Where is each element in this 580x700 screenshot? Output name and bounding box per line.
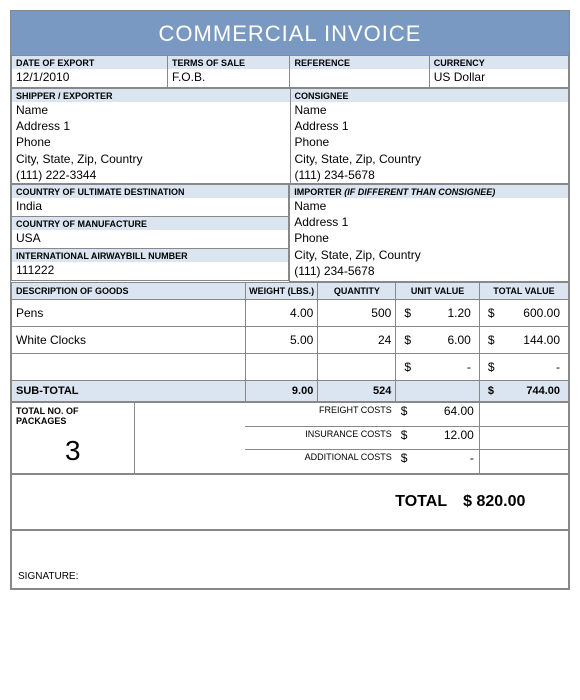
reference-value [290,69,428,73]
signature-label: SIGNATURE: [12,530,569,588]
insurance-label: INSURANCE COSTS [245,426,395,450]
terms-of-sale-value: F.O.B. [168,69,290,87]
destination-label: COUNTRY OF ULTIMATE DESTINATION [12,185,288,198]
total-value: $ 820.00 [457,474,568,529]
importer-phone: (111) 234-5678 [290,263,568,279]
invoice-document: COMMERCIAL INVOICE DATE OF EXPORT 12/1/2… [10,10,570,590]
importer-name: Name [290,198,568,214]
header-row: DATE OF EXPORT 12/1/2010 TERMS OF SALE F… [11,55,569,88]
terms-of-sale-label: TERMS OF SALE [168,56,290,69]
goods-table: DESCRIPTION OF GOODS WEIGHT (LBS.) QUANT… [11,282,569,402]
goods-unit: $6.00 [396,326,480,353]
goods-row-empty: $- $- [12,353,569,380]
shipper-phone-label: Phone [12,134,290,150]
shipper-cityline: City, State, Zip, Country [12,151,290,167]
airwaybill-label: INTERNATIONAL AIRWAYBILL NUMBER [12,249,288,262]
date-of-export-label: DATE OF EXPORT [12,56,167,69]
goods-total: $- [479,353,568,380]
total-row: TOTAL $ 820.00 [11,474,569,530]
airwaybill-value: 111222 [12,262,288,280]
importer-label: IMPORTER (IF DIFFERENT THAN CONSIGNEE) [290,185,568,198]
packages-costs: TOTAL NO. OF PACKAGES 3 FREIGHT COSTS $6… [11,402,569,474]
goods-weight: 5.00 [245,326,317,353]
goods-desc: Pens [12,299,246,326]
shipper-address1: Address 1 [12,118,290,134]
total-label: TOTAL [346,474,457,529]
manufacture-value: USA [12,230,288,248]
freight-label: FREIGHT COSTS [245,402,395,426]
packages-label: TOTAL NO. OF PACKAGES [12,403,134,429]
manufacture-label: COUNTRY OF MANUFACTURE [12,217,288,230]
subtotal-label: SUB-TOTAL [12,380,246,401]
consignee-name: Name [291,102,569,118]
goods-row: White Clocks 5.00 24 $6.00 $144.00 [12,326,569,353]
currency-value: US Dollar [430,69,568,87]
importer-note: (IF DIFFERENT THAN CONSIGNEE) [344,187,495,197]
reference-label: REFERENCE [290,56,428,69]
subtotal-row: SUB-TOTAL 9.00 524 $744.00 [12,380,569,401]
destination-value: India [12,198,288,216]
subtotal-qty: 524 [318,380,396,401]
signature-row: SIGNATURE: [11,530,569,589]
goods-unit: $1.20 [396,299,480,326]
mid-section: COUNTRY OF ULTIMATE DESTINATION India CO… [11,184,569,282]
shipper-consignee-row: SHIPPER / EXPORTER Name Address 1 Phone … [11,88,569,184]
goods-total: $144.00 [479,326,568,353]
goods-qty: 500 [318,299,396,326]
goods-weight: 4.00 [245,299,317,326]
goods-header-unit: UNIT VALUE [396,282,480,299]
goods-header-desc: DESCRIPTION OF GOODS [12,282,246,299]
date-of-export-value: 12/1/2010 [12,69,167,87]
consignee-cityline: City, State, Zip, Country [291,151,569,167]
freight-value: $64.00 [396,402,480,426]
consignee-phone-label: Phone [291,134,569,150]
goods-unit: $- [396,353,480,380]
subtotal-total: $744.00 [479,380,568,401]
consignee-address1: Address 1 [291,118,569,134]
importer-cityline: City, State, Zip, Country [290,247,568,263]
shipper-phone: (111) 222-3344 [12,167,290,183]
goods-row: Pens 4.00 500 $1.20 $600.00 [12,299,569,326]
importer-label-text: IMPORTER [294,187,342,197]
invoice-title: COMMERCIAL INVOICE [11,11,569,55]
consignee-phone: (111) 234-5678 [291,167,569,183]
goods-total: $600.00 [479,299,568,326]
importer-phone-label: Phone [290,230,568,246]
consignee-label: CONSIGNEE [291,89,569,102]
shipper-name: Name [12,102,290,118]
additional-label: ADDITIONAL COSTS [245,450,395,474]
packages-value: 3 [12,429,134,473]
goods-header-total: TOTAL VALUE [479,282,568,299]
subtotal-weight: 9.00 [245,380,317,401]
goods-header-qty: QUANTITY [318,282,396,299]
additional-value: $- [396,450,480,474]
goods-header-weight: WEIGHT (LBS.) [245,282,317,299]
goods-qty: 24 [318,326,396,353]
importer-address1: Address 1 [290,214,568,230]
currency-label: CURRENCY [430,56,568,69]
goods-desc: White Clocks [12,326,246,353]
insurance-value: $12.00 [396,426,480,450]
shipper-label: SHIPPER / EXPORTER [12,89,290,102]
